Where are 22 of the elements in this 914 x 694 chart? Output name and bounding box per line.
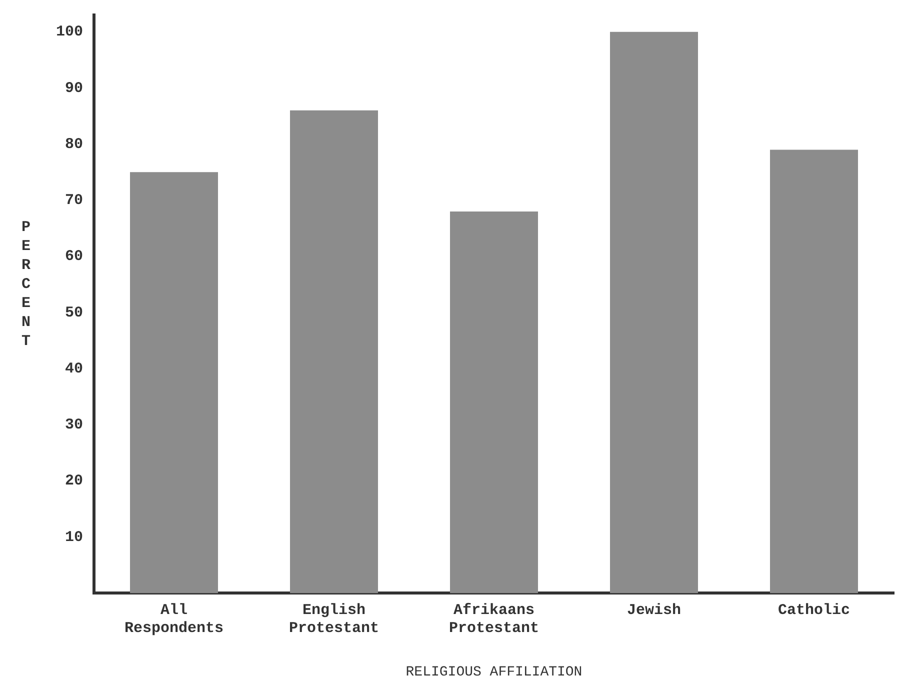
x-tick-label: Afrikaans Protestant <box>448 602 540 637</box>
y-tick-label: 20 <box>64 472 84 490</box>
bar <box>610 32 698 594</box>
bar <box>130 172 218 594</box>
bar <box>450 211 538 594</box>
x-tick-label: Catholic <box>778 602 850 619</box>
x-axis-title: RELIGIOUS AFFILIATION <box>406 664 582 680</box>
y-tick-label: 50 <box>64 304 84 322</box>
y-tick-label: 40 <box>64 360 84 378</box>
y-tick-label: 90 <box>64 80 84 97</box>
y-tick-label: 10 <box>64 528 84 546</box>
y-tick-label: 30 <box>64 416 84 434</box>
x-tick-label: All Respondents <box>124 602 224 637</box>
y-tick-label: 70 <box>64 192 84 210</box>
y-tick-label: 100 <box>56 24 84 41</box>
bar <box>290 110 378 594</box>
x-tick-label: Jewish <box>626 602 682 619</box>
y-tick-label: 80 <box>64 136 84 153</box>
x-tick-label: English Protestant <box>288 602 380 637</box>
bar <box>770 150 858 594</box>
y-axis-title: PERCENT <box>21 218 31 350</box>
y-tick-label: 60 <box>64 248 84 266</box>
